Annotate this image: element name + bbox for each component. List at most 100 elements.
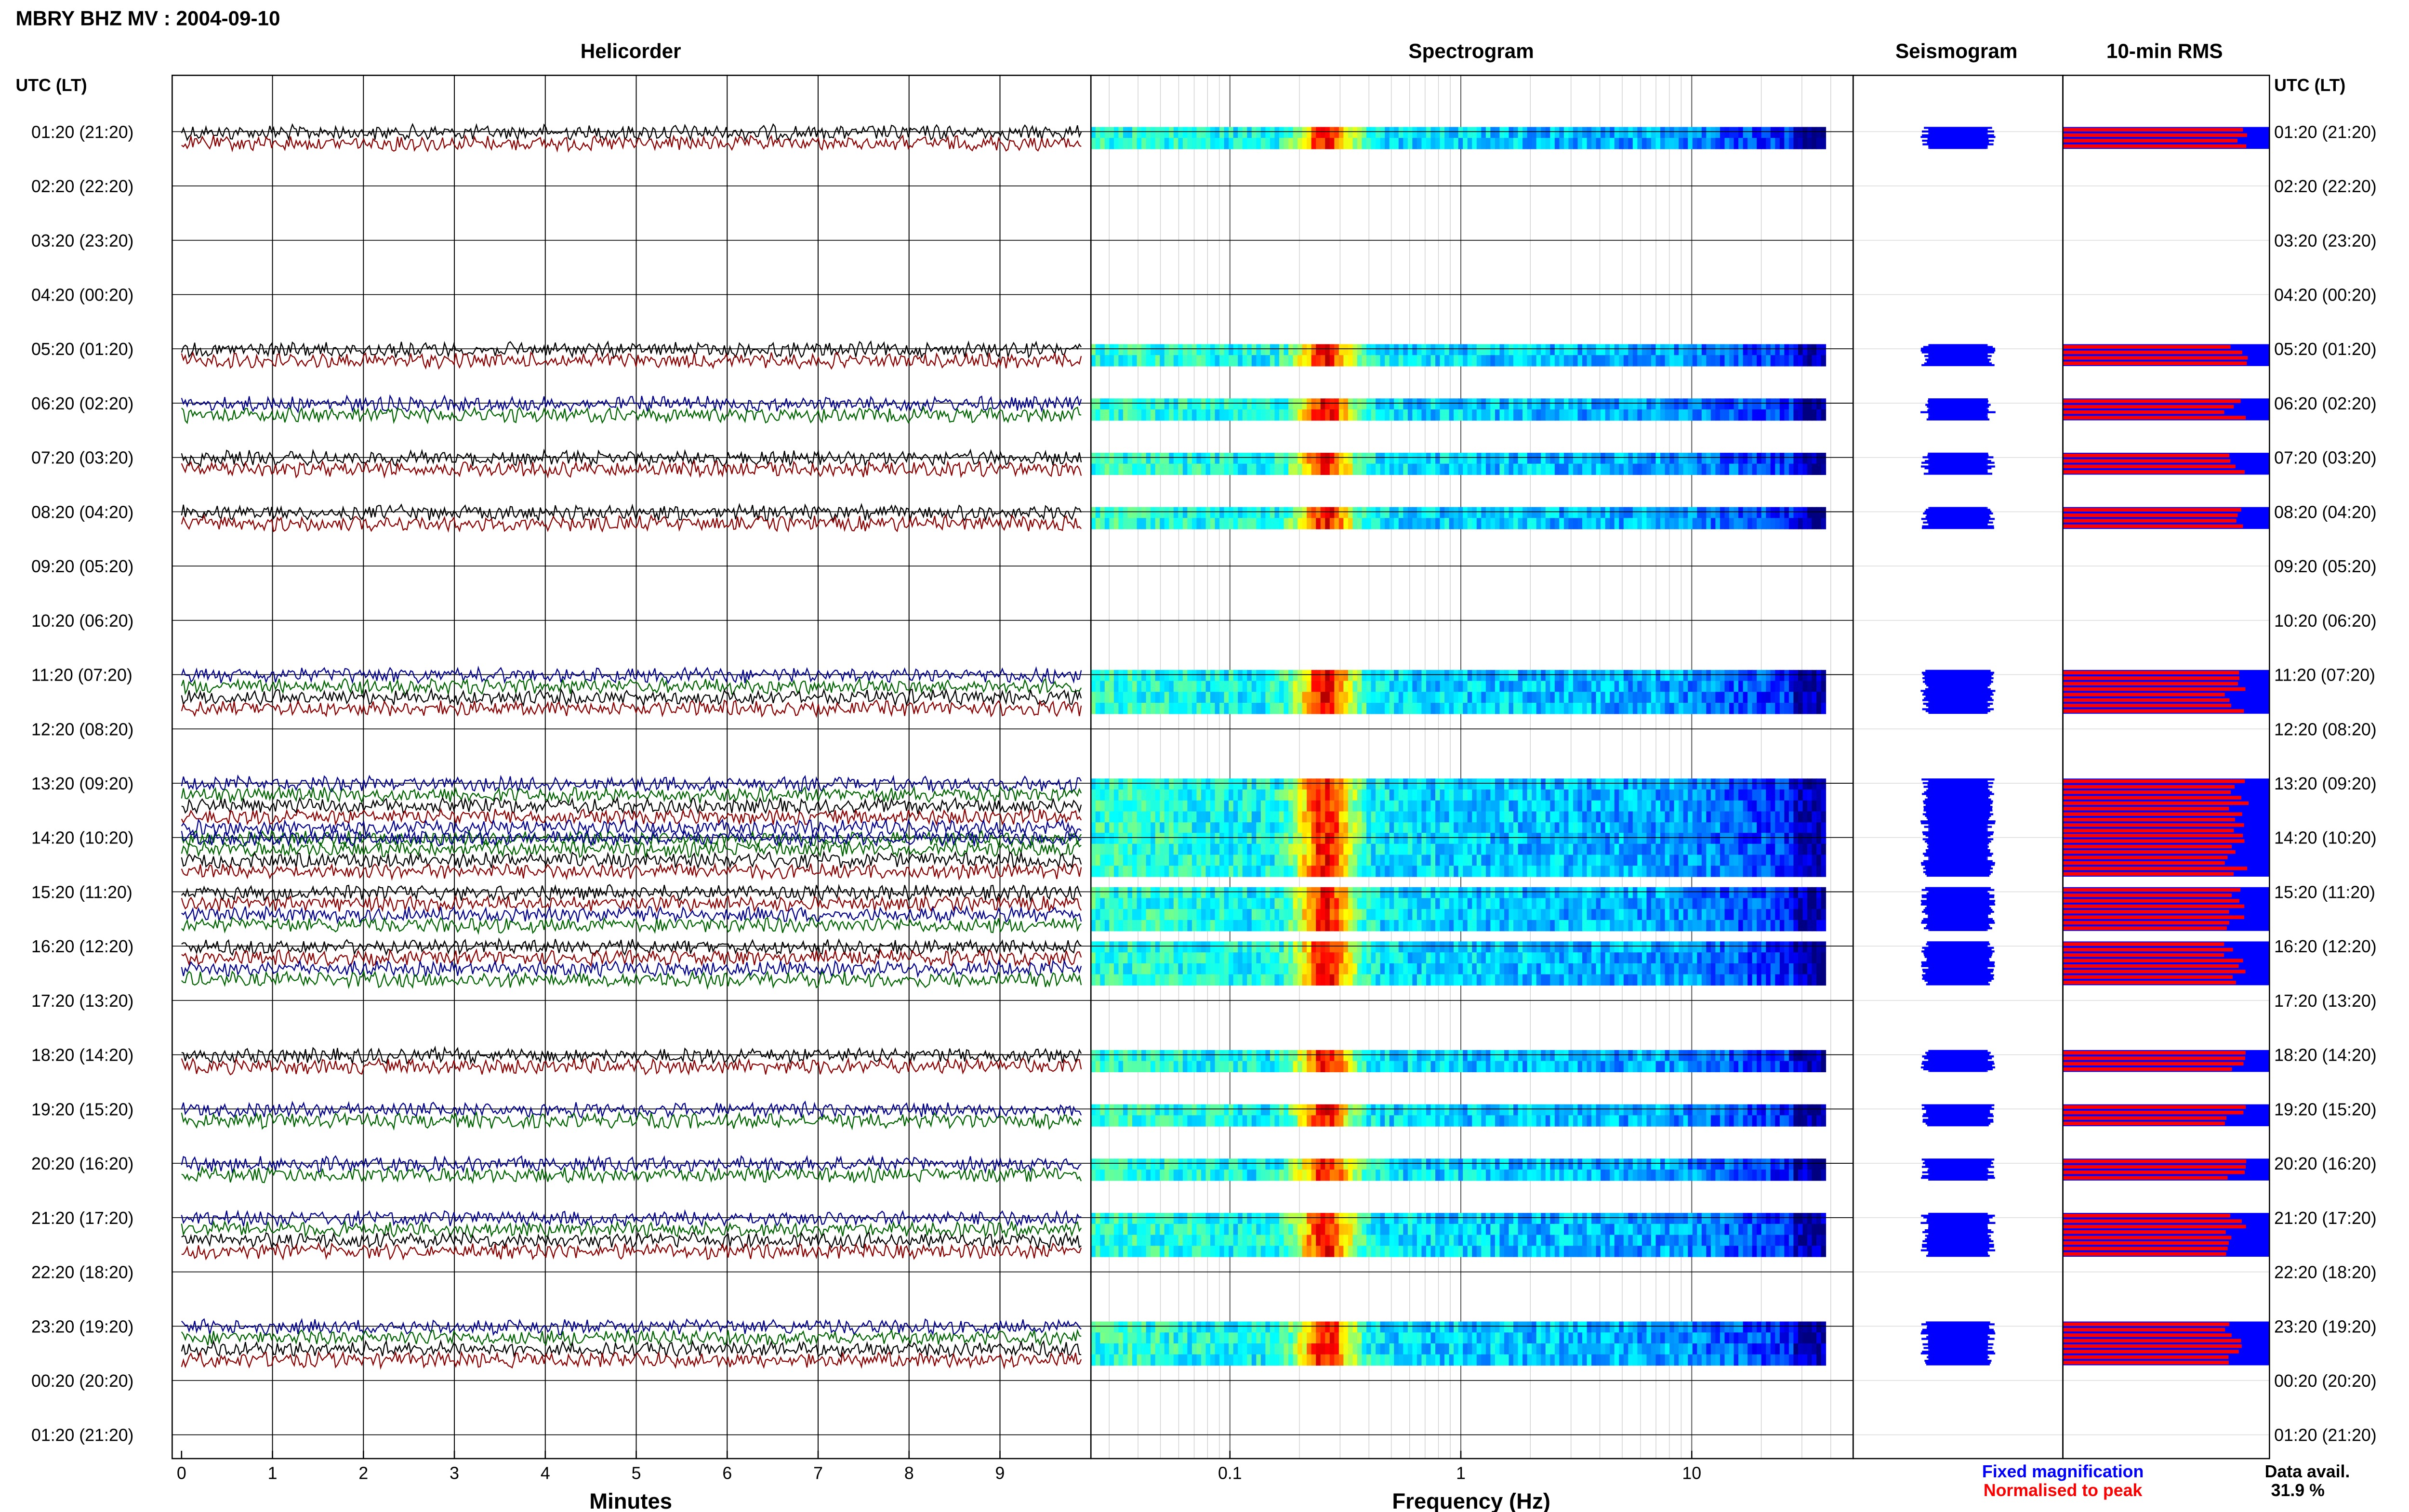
- spectrogram-cell: [1155, 452, 1161, 464]
- spectrogram-cell: [1757, 452, 1762, 464]
- spectrogram-cell: [1251, 811, 1257, 823]
- spectrogram-cell: [1288, 409, 1294, 421]
- spectrogram-cell: [1472, 941, 1477, 953]
- spectrogram-cell: [1385, 800, 1390, 812]
- spectrogram-cell: [1821, 127, 1827, 138]
- spectrogram-cell: [1343, 452, 1349, 464]
- spectrogram-cell: [1132, 703, 1138, 714]
- spectrogram-cell: [1256, 463, 1261, 475]
- spectrogram-cell: [1270, 963, 1275, 975]
- spectrogram-cell: [1366, 963, 1372, 975]
- spectrogram-cell: [1320, 855, 1326, 866]
- spectrogram-cell: [1196, 452, 1202, 464]
- spectrogram-cell: [1426, 866, 1431, 877]
- spectrogram-cell: [1210, 822, 1216, 834]
- spectrogram-cell: [1196, 887, 1202, 899]
- spectrogram-cell: [1623, 507, 1629, 519]
- spectrogram-cell: [1490, 800, 1496, 812]
- spectrogram-cell: [1430, 789, 1436, 801]
- spectrogram-cell: [1495, 507, 1500, 519]
- spectrogram-cell: [1178, 692, 1183, 703]
- spectrogram-cell: [1559, 670, 1564, 682]
- spectrogram-cell: [1338, 138, 1344, 149]
- spectrogram-cell: [1485, 811, 1491, 823]
- spectrogram-cell: [1513, 920, 1519, 932]
- spectrogram-cell: [1210, 398, 1216, 410]
- spectrogram-cell: [1357, 463, 1363, 475]
- spectrogram-cell: [1605, 670, 1611, 682]
- spectrogram-cell: [1219, 398, 1225, 410]
- spectrogram-cell: [1242, 452, 1248, 464]
- spectrogram-cell: [1779, 909, 1785, 920]
- spectrogram-cell: [1421, 843, 1427, 855]
- spectrogram-cell: [1385, 409, 1390, 421]
- spectrogram-cell: [1426, 887, 1431, 899]
- spectrogram-cell: [1821, 855, 1827, 866]
- spectrogram-cell: [1137, 681, 1142, 692]
- spectrogram-cell: [1389, 452, 1395, 464]
- spectrogram-cell: [1536, 507, 1542, 519]
- spectrogram-cell: [1568, 887, 1574, 899]
- spectrogram-cell: [1504, 355, 1509, 367]
- spectrogram-cell: [1421, 898, 1427, 909]
- spectrogram-cell: [1545, 681, 1551, 692]
- spectrogram-cell: [1577, 887, 1583, 899]
- spectrogram-cell: [1403, 952, 1408, 964]
- spectrogram-cell: [1260, 507, 1266, 519]
- spectrogram-cell: [1715, 898, 1721, 909]
- spectrogram-cell: [1151, 855, 1156, 866]
- spectrogram-cell: [1284, 866, 1289, 877]
- spectrogram-cell: [1688, 452, 1693, 464]
- spectrogram-cell: [1812, 507, 1817, 519]
- spectrogram-cell: [1509, 398, 1514, 410]
- spectrogram-cell: [1182, 409, 1188, 421]
- spectrogram-cell: [1256, 811, 1261, 823]
- spectrogram-cell: [1490, 909, 1496, 920]
- spectrogram-cell: [1302, 127, 1308, 138]
- spectrogram-cell: [1541, 833, 1546, 844]
- spectrogram-cell: [1655, 507, 1661, 519]
- spectrogram-cell: [1164, 789, 1170, 801]
- spectrogram-cell: [1697, 138, 1702, 149]
- spectrogram-cell: [1178, 681, 1183, 692]
- spectrogram-cell: [1146, 127, 1152, 138]
- spectrogram-cell: [1348, 398, 1353, 410]
- spectrogram-cell: [1274, 355, 1280, 367]
- spectrogram-cell: [1632, 681, 1638, 692]
- spectrogram-cell: [1201, 670, 1206, 682]
- spectrogram-cell: [1623, 920, 1629, 932]
- spectrogram-cell: [1224, 800, 1230, 812]
- spectrogram-cell: [1683, 409, 1689, 421]
- helicorder-title: Helicorder: [581, 40, 681, 63]
- spectrogram-cell: [1568, 681, 1574, 692]
- spectrogram-cell: [1476, 778, 1482, 790]
- spectrogram-cell: [1449, 692, 1455, 703]
- spectrogram-cell: [1582, 344, 1588, 355]
- spectrogram-cell: [1454, 409, 1459, 421]
- spectrogram-cell: [1559, 843, 1564, 855]
- spectrogram-cell: [1706, 843, 1711, 855]
- spectrogram-cell: [1334, 409, 1339, 421]
- spectrogram-cell: [1697, 355, 1702, 367]
- spectrogram-cell: [1362, 452, 1367, 464]
- spectrogram-cell: [1270, 355, 1275, 367]
- spectrogram-cell: [1710, 822, 1716, 834]
- spectrogram-cell: [1394, 963, 1399, 975]
- spectrogram-cell: [1113, 952, 1119, 964]
- spectrogram-cell: [1210, 941, 1216, 953]
- spectrogram-cell: [1788, 789, 1794, 801]
- spectrogram-cell: [1307, 941, 1312, 953]
- spectrogram-cell: [1380, 887, 1386, 899]
- spectrogram-cell: [1463, 692, 1468, 703]
- spectrogram-cell: [1701, 692, 1707, 703]
- spectrogram-cell: [1113, 703, 1119, 714]
- spectrogram-cell: [1311, 344, 1317, 355]
- spectrogram-cell: [1784, 138, 1789, 149]
- spectrogram-cell: [1601, 778, 1606, 790]
- spectrogram-cell: [1127, 941, 1133, 953]
- spectrogram-cell: [1421, 974, 1427, 986]
- spectrogram-cell: [1416, 866, 1422, 877]
- spectrogram-cell: [1238, 822, 1243, 834]
- spectrogram-cell: [1499, 127, 1505, 138]
- spectrogram-cell: [1169, 127, 1174, 138]
